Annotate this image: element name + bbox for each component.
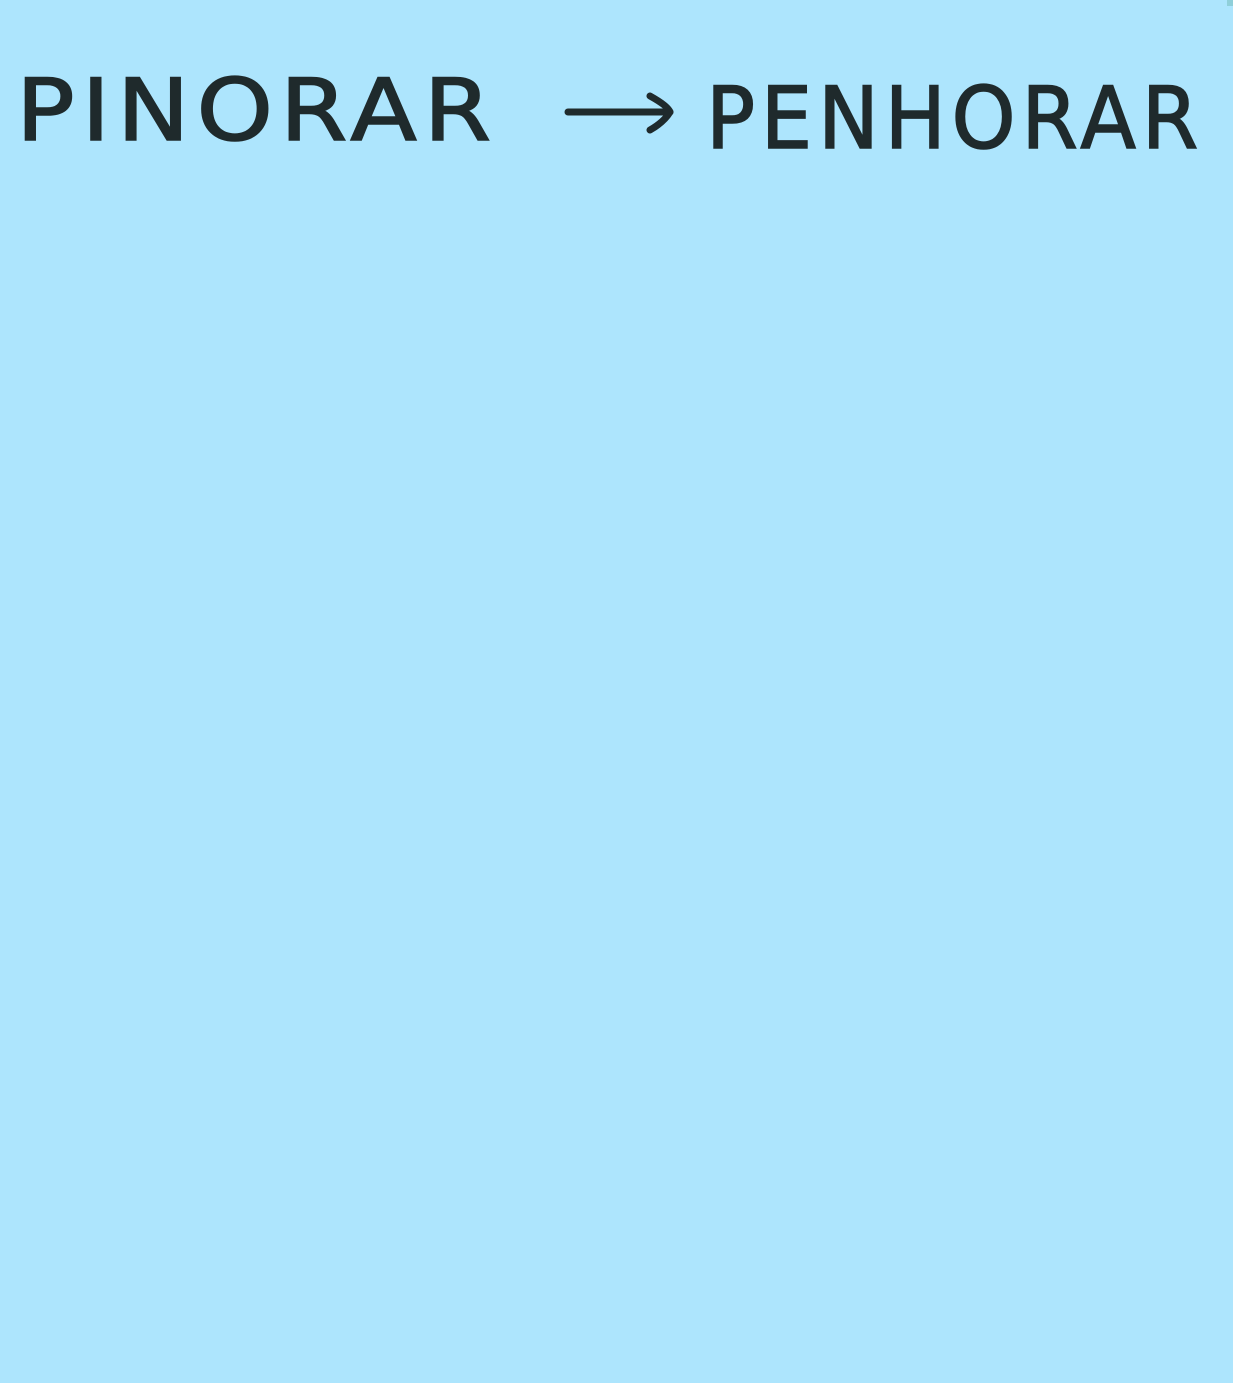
correct-word: PENHORAR	[706, 69, 1204, 169]
wrong-word: PINORAR	[16, 61, 498, 161]
note-corner	[1227, 0, 1233, 6]
right-arrow-icon	[564, 92, 674, 134]
handwritten-correction: PINORAR PENHORAR	[15, 60, 1204, 170]
